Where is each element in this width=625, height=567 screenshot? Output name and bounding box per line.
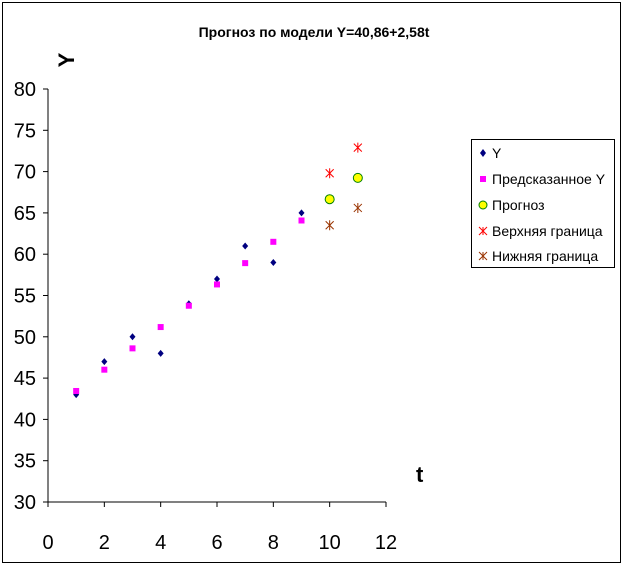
legend-label: Прогноз — [492, 197, 545, 213]
point-square — [242, 260, 249, 267]
legend: Y Предсказанное Y Прогноз Верхняя границ… — [471, 139, 615, 268]
square-icon — [480, 176, 486, 182]
diamond-icon — [480, 149, 486, 157]
circle-icon — [478, 200, 488, 210]
y-tick-label: 45 — [14, 368, 36, 390]
point-square — [157, 324, 164, 331]
point-square — [298, 217, 305, 224]
legend-item-predicted: Предсказанное Y — [478, 169, 605, 189]
point-star — [353, 142, 363, 153]
point-square — [129, 345, 136, 352]
x-tick-label: 6 — [211, 532, 222, 554]
y-axis-label: Y — [54, 52, 79, 67]
point-square — [214, 281, 220, 288]
point-circle — [352, 172, 363, 183]
legend-item-y: Y — [478, 143, 501, 163]
legend-label: Предсказанное Y — [492, 171, 606, 187]
point-square — [73, 387, 80, 394]
legend-label: Y — [492, 145, 502, 161]
point-diamond — [242, 242, 249, 250]
point-star — [325, 168, 335, 179]
y-tick-label: 75 — [14, 120, 36, 142]
y-tick-label: 70 — [14, 162, 36, 184]
point-diamond — [298, 209, 305, 217]
legend-item-lower: Нижняя граница — [478, 246, 598, 266]
x-tick-label: 12 — [375, 532, 397, 554]
y-tick-label: 60 — [14, 244, 36, 266]
x-tick-label: 8 — [268, 532, 279, 554]
star-icon — [478, 251, 488, 261]
star-icon — [478, 226, 488, 236]
point-diamond — [101, 358, 108, 366]
point-diamond — [157, 349, 164, 357]
y-tick-label: 65 — [14, 203, 36, 225]
legend-item-upper: Верхняя граница — [478, 221, 603, 241]
chart-area — [2, 2, 621, 563]
x-tick-label: 4 — [155, 532, 166, 554]
point-circle — [324, 194, 335, 205]
point-diamond — [214, 275, 220, 283]
point-star — [325, 220, 335, 231]
x-tick-label: 10 — [319, 532, 341, 554]
legend-label: Нижняя граница — [492, 248, 599, 264]
y-tick-label: 40 — [14, 409, 36, 431]
point-diamond — [129, 333, 136, 341]
point-square — [101, 366, 108, 373]
y-tick-label: 30 — [14, 492, 36, 514]
point-square — [270, 238, 277, 245]
point-diamond — [270, 258, 277, 266]
x-axis-label: t — [416, 462, 424, 487]
legend-item-forecast: Прогноз — [478, 195, 545, 215]
legend-label: Верхняя граница — [492, 223, 603, 239]
x-tick-label: 0 — [42, 532, 53, 554]
y-tick-label: 35 — [14, 451, 36, 473]
point-star — [353, 202, 363, 213]
point-square — [185, 302, 192, 309]
y-tick-label: 50 — [14, 327, 36, 349]
y-tick-label: 55 — [14, 286, 36, 308]
y-tick-label: 80 — [14, 79, 36, 101]
chart-title: Прогноз по модели Y=40,86+2,58t — [199, 24, 430, 40]
x-tick-label: 2 — [99, 532, 110, 554]
